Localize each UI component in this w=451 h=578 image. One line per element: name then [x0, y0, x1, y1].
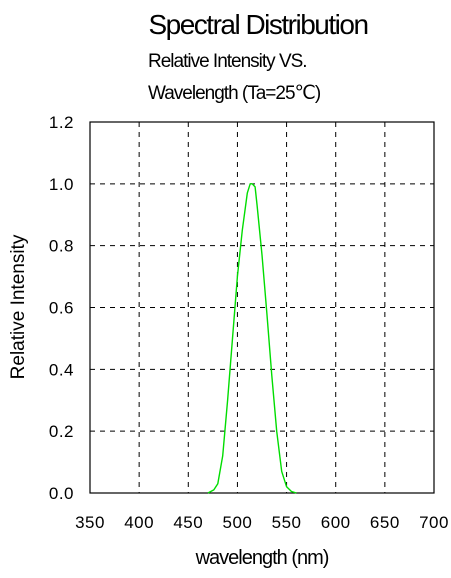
chart-title: Spectral Distribution [148, 9, 367, 40]
x-tick-label: 700 [419, 513, 449, 532]
grid-lines [90, 122, 434, 493]
chart-subtitle-line-1: Relative Intensity VS. [148, 51, 307, 72]
y-tick-label: 0.6 [49, 299, 74, 318]
y-tick-label: 0.8 [49, 237, 74, 256]
x-tick-label: 350 [75, 513, 105, 532]
chart-subtitle-line-2: Wavelength (Ta=25℃) [148, 83, 321, 104]
y-tick-label: 1.0 [49, 175, 74, 194]
x-axis-label: wavelength (nm) [195, 547, 329, 569]
x-tick-label: 550 [272, 513, 302, 532]
series-layer [207, 183, 297, 494]
x-tick-label: 500 [222, 513, 252, 532]
y-axis-label: Relative Intensity [8, 234, 29, 379]
y-tick-label: 0.2 [49, 422, 74, 441]
tick-labels: 350 400 450 500 550 600 650 700 0.0 0.2 0.4 0.6 0.8 1… [49, 113, 449, 532]
x-tick-label: 400 [124, 513, 154, 532]
x-tick-label: 650 [370, 513, 400, 532]
spectrum-line [207, 183, 297, 494]
y-tick-label: 0.0 [49, 484, 74, 503]
y-tick-label: 1.2 [49, 113, 74, 132]
x-tick-label: 600 [321, 513, 351, 532]
y-tick-label: 0.4 [49, 360, 74, 379]
x-tick-label: 450 [173, 513, 203, 532]
